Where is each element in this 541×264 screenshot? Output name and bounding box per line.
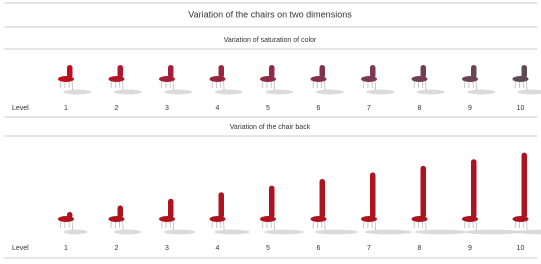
row-label: Level <box>12 105 29 112</box>
chair-back <box>522 153 528 218</box>
level-label: 1 <box>64 105 68 112</box>
chair-back <box>471 159 477 218</box>
chair-back <box>168 65 174 78</box>
chair-back <box>67 65 73 78</box>
chair-back <box>118 205 124 218</box>
chair-shadow <box>164 90 192 95</box>
level-label: 7 <box>367 245 371 252</box>
chair-back <box>320 179 326 218</box>
level-label: 10 <box>517 105 525 112</box>
level-label: 5 <box>266 105 270 112</box>
chair-back <box>370 172 376 218</box>
chair-back <box>219 192 225 218</box>
chair-shadow <box>265 90 293 95</box>
level-label: 4 <box>216 245 220 252</box>
chair-back <box>269 186 275 218</box>
chair-shadow <box>114 230 142 235</box>
chair-back <box>421 65 427 78</box>
chair-shadow <box>465 230 520 235</box>
chair-back <box>219 65 225 78</box>
level-label: 10 <box>517 245 525 252</box>
level-label: 8 <box>418 105 422 112</box>
chair-shadow <box>264 230 303 235</box>
chair-shadow <box>415 230 466 235</box>
chair-shadow <box>417 90 445 95</box>
level-label: 9 <box>468 105 472 112</box>
level-label: 4 <box>216 105 220 112</box>
level-label: 2 <box>115 105 119 112</box>
chair-shadow <box>467 90 495 95</box>
chair-shadow <box>64 230 88 235</box>
figure-title: Variation of the chairs on two dimension… <box>188 9 352 19</box>
level-label: 1 <box>64 245 68 252</box>
panel-title: Variation of the chair back <box>230 124 311 131</box>
chair-shadow <box>214 230 249 235</box>
chair-back <box>269 65 275 78</box>
figure: Variation of the chairs on two dimension… <box>0 0 541 264</box>
chair-back <box>320 65 326 78</box>
level-label: 7 <box>367 105 371 112</box>
chair-shadow <box>315 230 358 235</box>
level-label: 2 <box>115 245 119 252</box>
chair-back <box>471 65 477 78</box>
level-label: 3 <box>165 245 169 252</box>
chair-shadow <box>63 90 91 95</box>
level-label: 8 <box>418 245 422 252</box>
chair-back <box>118 65 124 78</box>
chair-shadow <box>365 230 412 235</box>
chair-shadow <box>215 90 243 95</box>
level-label: 9 <box>468 245 472 252</box>
chair-shadow <box>316 90 344 95</box>
level-label: 6 <box>317 245 321 252</box>
chair-shadow <box>164 230 196 235</box>
chair-shadow <box>114 90 142 95</box>
panel-title: Variation of saturation of color <box>224 37 317 44</box>
chair-shadow <box>366 90 394 95</box>
level-label: 6 <box>317 105 321 112</box>
level-label: 5 <box>266 245 270 252</box>
chair-back <box>67 212 73 218</box>
chair-back <box>421 166 427 218</box>
level-label: 3 <box>165 105 169 112</box>
chair-back <box>370 65 376 78</box>
chair-back <box>168 199 174 218</box>
chair-back <box>522 65 528 78</box>
row-label: Level <box>12 245 29 252</box>
